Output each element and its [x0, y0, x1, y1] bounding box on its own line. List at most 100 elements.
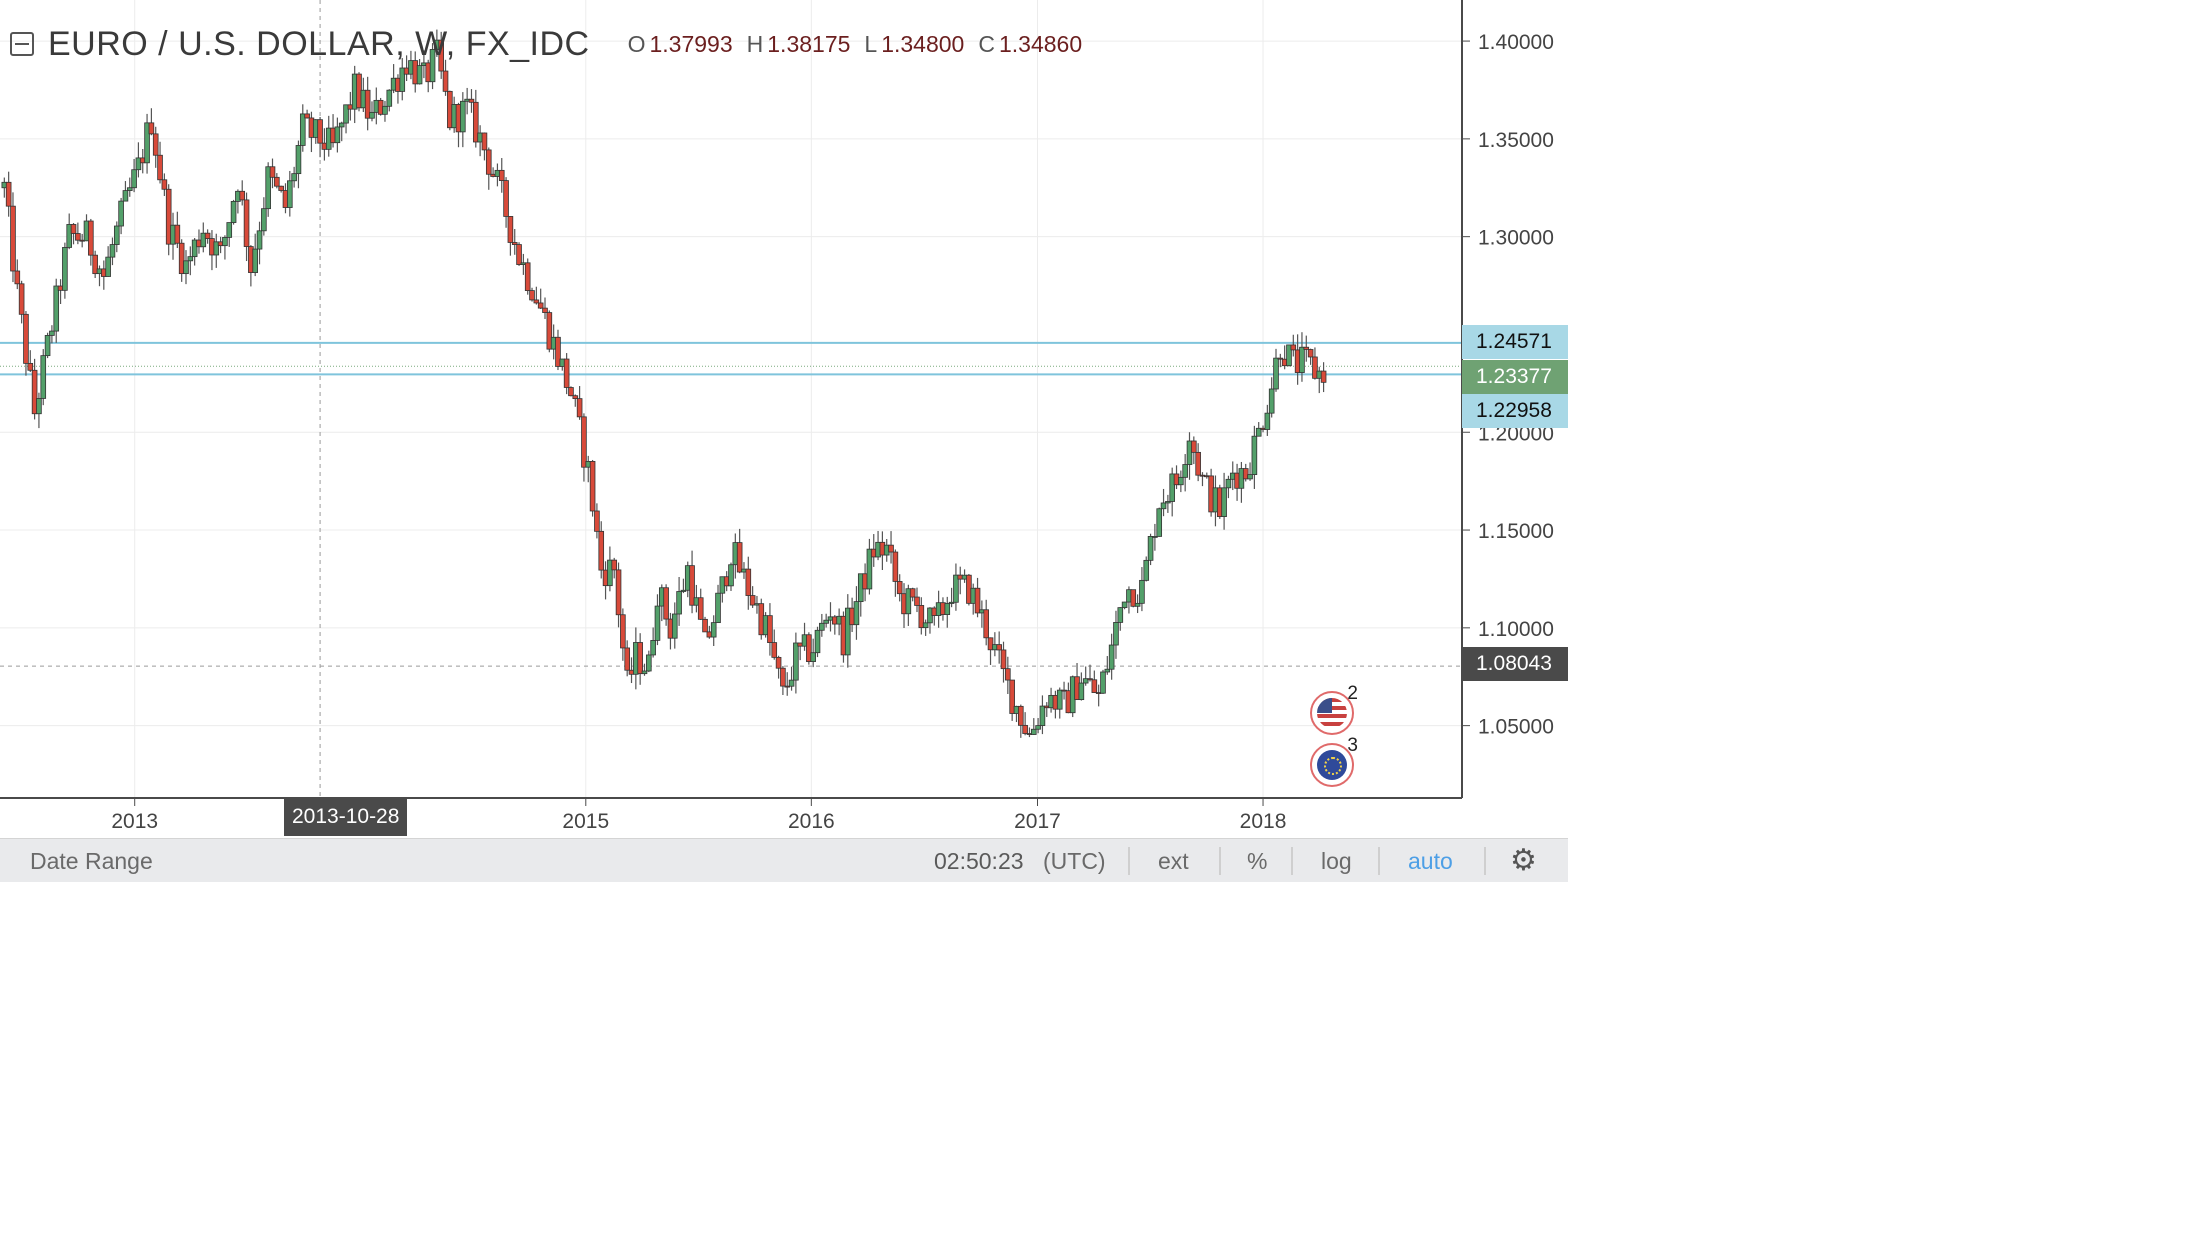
candle-body: [572, 395, 579, 400]
candle-body: [122, 190, 129, 202]
candle-body: [498, 169, 505, 181]
candle-body: [953, 574, 959, 603]
separator: [1128, 847, 1130, 875]
candle-body: [165, 188, 172, 245]
candle-body: [334, 126, 341, 144]
candle-body: [611, 559, 618, 571]
y-tick-label: 1.05000: [1478, 716, 1554, 739]
candle-body: [416, 65, 423, 85]
candle-body: [646, 654, 652, 672]
y-tick-label: 1.30000: [1478, 227, 1554, 250]
candle-body: [1152, 536, 1158, 538]
auto-scale-button[interactable]: auto: [1408, 848, 1453, 874]
symbol-title[interactable]: EURO / U.S. DOLLAR, W, FX_IDC: [48, 24, 590, 63]
candle-body: [1147, 536, 1154, 561]
candle-body: [291, 173, 297, 182]
candle-body: [624, 647, 630, 671]
candle-body: [710, 622, 717, 638]
candle-body: [261, 208, 267, 232]
candle-body: [654, 605, 661, 641]
lower-line-price-label: 1.22958: [1462, 394, 1568, 428]
candle-body: [892, 551, 899, 582]
candle-body: [568, 387, 574, 397]
candle-body: [771, 642, 778, 658]
candle-body: [1178, 476, 1184, 486]
candle-body: [178, 242, 185, 275]
candle-body: [161, 179, 168, 190]
candle-body: [594, 510, 600, 532]
candle-body: [524, 262, 531, 291]
candle-body: [144, 122, 150, 164]
candle-body: [157, 154, 163, 181]
candle-body: [641, 670, 648, 675]
date-range-button[interactable]: Date Range: [30, 848, 153, 874]
candle-body: [1303, 346, 1310, 350]
price-chart[interactable]: 1.40000 1.35000 1.30000 1.20000 1.15000 1.100…: [0, 0, 1568, 882]
candle-body: [88, 220, 94, 256]
candle-body: [252, 248, 259, 273]
candle-body: [1182, 464, 1188, 478]
percent-scale-button[interactable]: %: [1247, 848, 1268, 874]
us-events-marker[interactable]: 2: [1310, 683, 1358, 735]
candle-body: [343, 104, 349, 124]
log-scale-button[interactable]: log: [1321, 848, 1352, 874]
candle-body: [399, 67, 406, 92]
candle-body: [468, 98, 475, 103]
candle-body: [1100, 671, 1106, 694]
candle-body: [1078, 682, 1085, 701]
candle-body: [546, 312, 553, 350]
candle-body: [338, 122, 345, 128]
candle-body: [745, 568, 752, 596]
high-value: H 1.38175: [746, 30, 851, 57]
candle-body: [109, 244, 116, 258]
timezone-button[interactable]: (UTC): [1043, 848, 1106, 874]
y-tick-label: 1.40000: [1478, 31, 1554, 54]
candle-body: [788, 679, 795, 687]
candle-body: [62, 247, 68, 291]
candle-body: [1221, 487, 1227, 517]
separator: [1378, 847, 1380, 875]
upper-line-price-label: 1.24571: [1462, 325, 1568, 359]
candle-body: [1000, 649, 1007, 670]
eu-events-marker[interactable]: 3: [1310, 735, 1358, 787]
candle-body: [152, 133, 159, 156]
candle-body: [749, 595, 756, 606]
collapse-legend-icon[interactable]: [10, 32, 34, 56]
candle-body: [1139, 579, 1145, 604]
candle-body: [555, 336, 561, 367]
candle-body: [222, 237, 228, 247]
candle-body: [1018, 705, 1024, 726]
x-tick-label: 2018: [1240, 810, 1287, 833]
candle-body: [1290, 344, 1297, 351]
candle-body: [31, 369, 38, 415]
candle-body: [1273, 357, 1279, 390]
candle-body: [542, 307, 548, 313]
candle-body: [1169, 473, 1175, 502]
y-tick-label: 1.35000: [1478, 129, 1554, 152]
candle-body: [1087, 678, 1093, 681]
candle-body: [1039, 705, 1046, 726]
candle-body: [5, 181, 12, 207]
candle-body: [1165, 501, 1171, 504]
x-tick-label: 2015: [562, 810, 609, 833]
candle-body: [274, 176, 280, 187]
candle-body: [187, 256, 194, 262]
candle-body: [563, 358, 570, 388]
low-value: L 1.34800: [864, 30, 965, 57]
y-tick-label: 1.20000: [1478, 422, 1554, 445]
candle-body: [1268, 388, 1275, 414]
candle-body: [767, 615, 773, 643]
open-value: O 1.37993: [627, 30, 733, 57]
candle-body: [386, 89, 393, 107]
x-tick-label: 2016: [788, 810, 835, 833]
gear-icon[interactable]: ⚙: [1510, 844, 1537, 877]
ext-button[interactable]: ext: [1158, 848, 1189, 874]
horizontal-lines[interactable]: [0, 341, 1462, 376]
candle-body: [1121, 601, 1128, 609]
candle-body: [460, 100, 466, 133]
candle-body: [429, 49, 436, 83]
candle-body: [909, 588, 916, 598]
candle-body: [780, 667, 786, 687]
candle-body: [983, 609, 990, 639]
candle-body: [40, 355, 47, 399]
